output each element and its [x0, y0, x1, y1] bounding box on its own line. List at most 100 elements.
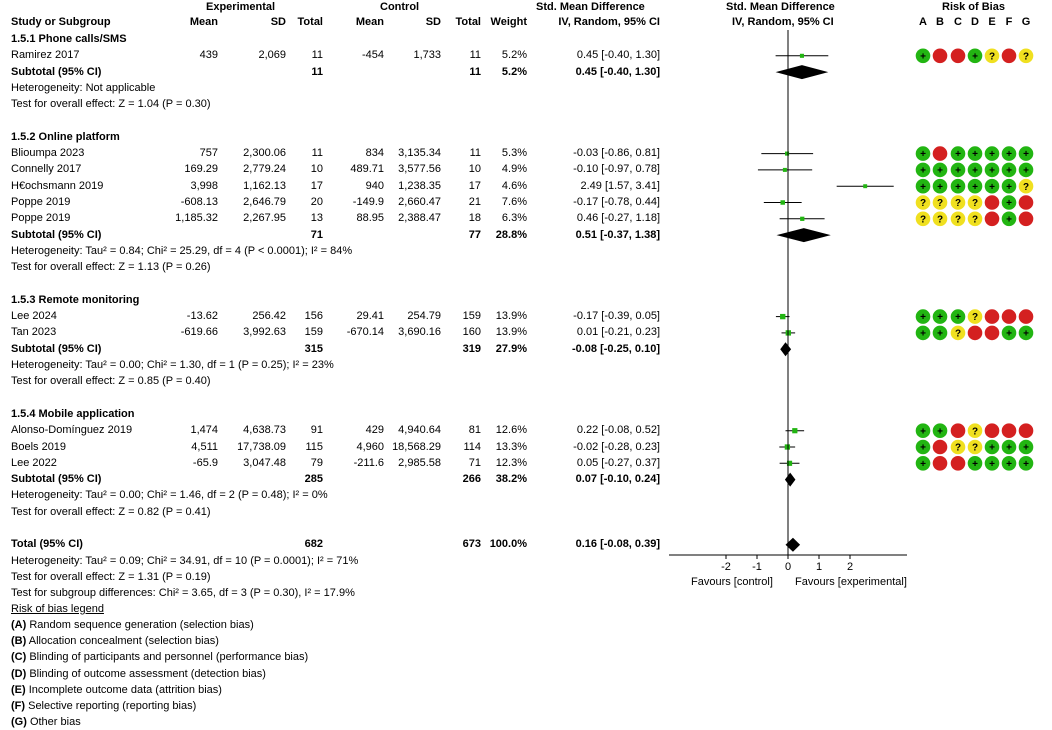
exp-total: 682 — [304, 538, 323, 551]
smd-ci: 0.45 [-0.40, 1.30] — [575, 65, 660, 78]
smd-ci: -0.17 [-0.39, 0.05] — [573, 310, 660, 323]
rob-symbol: ? — [972, 312, 978, 323]
exp-sd: 1,162.13 — [243, 179, 286, 192]
rob-dot — [967, 456, 983, 471]
rob-symbol: + — [920, 182, 926, 193]
rob-dot — [984, 211, 1000, 227]
rob-dot — [932, 178, 948, 194]
rob-dot — [967, 309, 983, 324]
rob-symbol: + — [1006, 214, 1012, 225]
rob-dot — [1001, 162, 1017, 178]
rob-symbol: ? — [972, 443, 978, 454]
ctl-mean: 429 — [365, 424, 384, 437]
rob-dot — [915, 146, 931, 161]
subtotal-diamond — [784, 472, 796, 487]
exp-mean: 4,511 — [191, 440, 218, 453]
weight: 38.2% — [495, 473, 527, 486]
effect-point — [799, 53, 804, 58]
stat-note: Test for subgroup differences: Chi² = 3.… — [11, 587, 355, 600]
rob-dot — [1001, 211, 1017, 227]
rob-symbol: + — [1023, 329, 1029, 340]
smd-ci: -0.08 [-0.25, 0.10] — [571, 342, 660, 355]
ctl-total: 81 — [468, 424, 481, 437]
rob-dot — [950, 178, 966, 194]
legend-item: (C) Blinding of participants and personn… — [11, 650, 308, 664]
stat-note: Test for overall effect: Z = 0.82 (P = 0… — [11, 505, 211, 518]
weight: 100.0% — [489, 538, 527, 551]
rob-symbol: + — [920, 459, 926, 470]
rob-symbol: + — [989, 182, 995, 193]
rob-dot — [915, 48, 931, 64]
rob-symbol: + — [1006, 149, 1012, 160]
ctl-mean: 489.71 — [350, 163, 384, 176]
study-label: Alonso-Domínguez 2019 — [11, 424, 133, 437]
rob-dot — [915, 195, 931, 210]
rob-letter-b: B — [936, 16, 944, 28]
rob-symbol: ? — [955, 329, 961, 340]
exp-sd: 256.42 — [252, 310, 286, 323]
exp-total: 156 — [304, 310, 323, 323]
rob-symbol: + — [989, 149, 995, 160]
ctl-mean: 88.95 — [356, 212, 384, 225]
rob-dot — [915, 439, 931, 455]
x-tick-label: 0 — [785, 561, 791, 573]
study-label: Boels 2019 — [11, 440, 67, 453]
exp-mean: -65.9 — [192, 456, 218, 469]
exp-mean: -608.13 — [180, 196, 218, 208]
rob-symbol: + — [972, 149, 978, 160]
rob-dot — [1018, 423, 1034, 439]
rob-dot — [1018, 146, 1034, 161]
rob-dot — [967, 211, 983, 227]
weight: 13.3% — [495, 440, 527, 453]
rob-dot — [984, 325, 1000, 341]
legend-key: (F) — [11, 700, 26, 712]
rob-dot — [984, 162, 1000, 178]
rob-symbol: + — [1023, 459, 1029, 470]
exp-total: 17 — [310, 179, 323, 192]
rob-symbol: + — [1006, 329, 1012, 340]
weight: 13.9% — [495, 326, 527, 339]
x-tick-label: -1 — [752, 561, 762, 573]
weight: 13.9% — [495, 310, 527, 323]
rob-letter-e: E — [988, 16, 996, 28]
rob-dot — [950, 48, 966, 64]
effect-point — [780, 313, 786, 320]
exp-mean: 1,474 — [190, 424, 218, 437]
rob-symbol: ? — [1023, 182, 1029, 193]
ctl-total: 18 — [468, 212, 481, 225]
smd-ci: 0.45 [-0.40, 1.30] — [576, 49, 660, 62]
ctl-total: 11 — [469, 147, 481, 160]
ctl-mean: -149.9 — [352, 196, 384, 208]
weight: 6.3% — [501, 212, 527, 225]
ctl-total: 159 — [462, 310, 481, 323]
rob-symbol: + — [955, 166, 961, 177]
subtotal-label: Subtotal (95% CI) — [11, 342, 102, 355]
rob-dot — [932, 456, 948, 471]
rob-dot — [967, 423, 983, 439]
study-label: Poppe 2019 — [11, 212, 71, 225]
ctl-total: 160 — [462, 326, 481, 339]
ctl-total: 114 — [463, 440, 481, 453]
ctl-sd: 3,135.34 — [398, 147, 441, 160]
rob-dot — [984, 439, 1000, 455]
effect-point — [792, 428, 798, 434]
rob-dot — [967, 178, 983, 194]
rob-dot — [984, 48, 1000, 64]
study-label: H€ochsmann 2019 — [11, 179, 104, 192]
rob-symbol: + — [1006, 459, 1012, 470]
ctl-mean: -211.6 — [353, 456, 384, 469]
ctl-sd: 4,940.64 — [398, 424, 441, 437]
weight: 28.8% — [495, 228, 527, 241]
rob-symbol: + — [989, 459, 995, 470]
ctl-sd: 18,568.29 — [392, 440, 441, 453]
exp-sd: 2,646.79 — [243, 196, 286, 208]
rob-symbol: + — [937, 182, 943, 193]
header-exp-total: Total — [297, 16, 323, 28]
header-study: Study or Subgroup — [11, 16, 111, 28]
rob-dot — [1018, 325, 1034, 341]
exp-mean: 3,998 — [190, 179, 218, 192]
rob-symbol: + — [920, 51, 926, 62]
effect-point — [785, 151, 790, 156]
rob-dot — [1018, 211, 1034, 227]
rob-dot — [984, 423, 1000, 439]
